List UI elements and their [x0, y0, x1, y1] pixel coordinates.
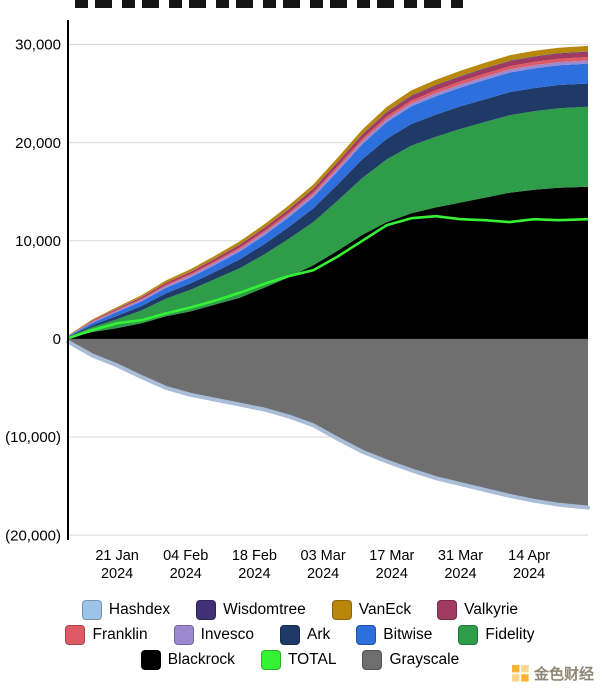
legend-label: Grayscale [389, 651, 460, 668]
legend-item-fidelity[interactable]: Fidelity [458, 625, 535, 645]
legend-label: Ark [307, 626, 331, 643]
legend-label: TOTAL [287, 651, 337, 668]
x-tick-label: 21 Jan [95, 548, 139, 564]
legend-item-franklin[interactable]: Franklin [65, 625, 148, 645]
grayscale-edge-line [66, 339, 590, 510]
total-line [67, 214, 589, 340]
legend-label: Bitwise [383, 626, 433, 643]
legend-item-grayscale[interactable]: Grayscale [362, 650, 459, 670]
legend-item-total[interactable]: TOTAL [260, 650, 337, 670]
legend-item-valkyrie[interactable]: Valkyrie [437, 600, 518, 620]
legend-item-blackrock[interactable]: Blackrock [140, 650, 235, 670]
x-tick-label-year: 2024 [170, 566, 202, 582]
legend-row: Hashdex Wisdomtree VanEck Valkyrie [81, 600, 518, 620]
legend: Hashdex Wisdomtree VanEck Valkyrie Franklin I… [0, 600, 600, 670]
legend-swatch [362, 650, 383, 670]
watermark: 金色财经 [511, 663, 594, 684]
area-fidelity [68, 106, 588, 338]
x-tick-label-year: 2024 [444, 566, 476, 582]
y-tick-label: 10,000 [15, 233, 61, 250]
x-tick-label: 31 Mar [438, 548, 483, 564]
area-vaneck [68, 45, 588, 336]
legend-swatch [65, 625, 86, 645]
x-tick-label: 18 Feb [232, 548, 277, 564]
y-tick-label: (10,000) [5, 429, 61, 446]
legend-swatch [140, 650, 161, 670]
legend-label: Wisdomtree [223, 601, 306, 618]
area-grayscale [68, 338, 588, 508]
x-tick-label: 17 Mar [369, 548, 414, 564]
chart-svg: 30,000 20,000 10,000 0 (10,000) (20,000) 21 Ja… [5, 20, 590, 582]
legend-swatch [280, 625, 301, 645]
legend-label: Hashdex [108, 601, 171, 618]
legend-swatch [81, 600, 102, 620]
legend-item-vaneck[interactable]: VanEck [331, 600, 412, 620]
legend-label: Valkyrie [464, 601, 519, 618]
x-tick-label-year: 2024 [307, 566, 339, 582]
x-tick-label-year: 2024 [376, 566, 408, 582]
y-tick-label: 0 [53, 331, 61, 348]
legend-swatch [458, 625, 479, 645]
cropped-title-text [75, 0, 463, 8]
area-ark [68, 83, 588, 338]
legend-item-bitwise[interactable]: Bitwise [356, 625, 432, 645]
legend-row: Franklin Invesco Ark Bitwise Fidelity [65, 625, 535, 645]
y-tick-label: 30,000 [15, 37, 61, 54]
jinse-logo-icon [511, 665, 529, 682]
y-tick-label: (20,000) [5, 527, 61, 544]
legend-row: Blackrock TOTAL Grayscale [140, 650, 459, 670]
legend-swatch [260, 650, 281, 670]
legend-swatch [437, 600, 458, 620]
x-tick-label-year: 2024 [513, 566, 545, 582]
watermark-text: 金色财经 [533, 666, 594, 683]
area-valkyrie [68, 52, 588, 336]
legend-label: Fidelity [485, 626, 535, 643]
x-tick-label: 14 Apr [508, 548, 550, 564]
legend-item-wisdomtree[interactable]: Wisdomtree [196, 600, 306, 620]
legend-swatch [173, 625, 194, 645]
x-tick-label-year: 2024 [101, 566, 133, 582]
y-tick-label: 20,000 [15, 135, 61, 152]
legend-swatch [356, 625, 377, 645]
legend-item-ark[interactable]: Ark [280, 625, 330, 645]
x-tick-label: 03 Mar [301, 548, 346, 564]
legend-item-invesco[interactable]: Invesco [173, 625, 255, 645]
legend-swatch [196, 600, 217, 620]
chart-area: 30,000 20,000 10,000 0 (10,000) (20,000) 21 Ja… [5, 20, 590, 582]
legend-label: VanEck [358, 601, 412, 618]
legend-label: Invesco [200, 626, 255, 643]
legend-swatch [331, 600, 352, 620]
x-tick-label-year: 2024 [238, 566, 270, 582]
legend-label: Blackrock [167, 651, 235, 668]
legend-item-hashdex[interactable]: Hashdex [81, 600, 171, 620]
legend-label: Franklin [92, 626, 148, 643]
x-tick-label: 04 Feb [163, 548, 208, 564]
